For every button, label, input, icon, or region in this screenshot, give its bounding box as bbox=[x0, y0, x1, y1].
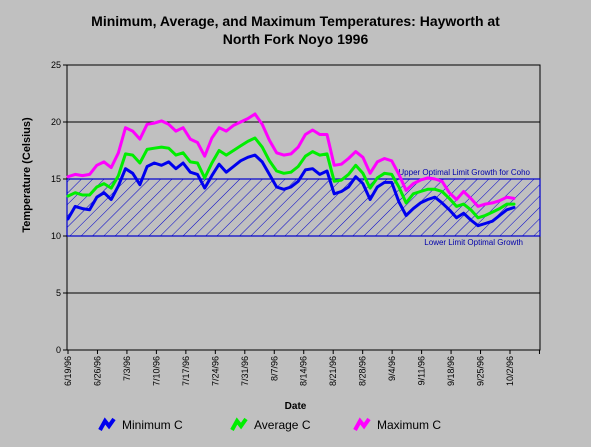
chart-title-line2: North Fork Noyo 1996 bbox=[222, 31, 369, 47]
x-tick-label-6: 7/31/96 bbox=[240, 356, 250, 386]
x-tick-label-11: 9/4/96 bbox=[387, 356, 397, 381]
y-tick-label-1: 5 bbox=[56, 288, 61, 298]
legend-label-minimum: Minimum C bbox=[122, 418, 183, 432]
axis-layer: 0 5 10 15 20 25 6/19/96 6/26/96 7/3/96 7/10/96 7/1… bbox=[51, 60, 540, 386]
x-tick-label-9: 8/21/96 bbox=[328, 356, 338, 386]
legend-swatch-minimum bbox=[98, 417, 116, 431]
legend-item-maximum: Maximum C bbox=[353, 415, 441, 435]
x-tick-label-4: 7/17/96 bbox=[181, 356, 191, 386]
y-tick-label-2: 10 bbox=[51, 231, 61, 241]
series-line-0 bbox=[66, 153, 516, 228]
y-tick-label-0: 0 bbox=[56, 345, 61, 355]
chart-title-line1: Minimum, Average, and Maximum Temperatur… bbox=[91, 13, 500, 29]
y-tick-label-4: 20 bbox=[51, 117, 61, 127]
x-tick-label-7: 8/7/96 bbox=[269, 356, 279, 381]
band-lower-label: Lower Limit Optimal Growth bbox=[424, 238, 523, 247]
legend-item-minimum: Minimum C bbox=[98, 415, 183, 435]
x-tick-label-3: 7/10/96 bbox=[151, 356, 161, 386]
y-axis-label: Temperature (Celsius) bbox=[21, 117, 33, 233]
band-upper-label: Upper Optimal Limit Growth for Coho bbox=[398, 168, 530, 177]
x-tick-label-5: 7/24/96 bbox=[210, 356, 220, 386]
series-line-1 bbox=[66, 136, 516, 220]
x-tick-label-12: 9/11/96 bbox=[417, 356, 427, 385]
series-line-2 bbox=[66, 112, 516, 208]
x-tick-label-13: 9/18/96 bbox=[446, 356, 456, 386]
x-tick-label-15: 10/2/96 bbox=[505, 356, 515, 386]
legend-swatch-average bbox=[230, 417, 248, 431]
y-tick-label-3: 15 bbox=[51, 174, 61, 184]
x-tick-label-1: 6/26/96 bbox=[92, 356, 102, 386]
y-tick-label-5: 25 bbox=[51, 60, 61, 70]
legend-swatch-maximum bbox=[353, 417, 371, 431]
x-tick-label-10: 8/28/96 bbox=[358, 356, 368, 386]
x-tick-label-0: 6/19/96 bbox=[63, 356, 73, 386]
x-axis-label: Date bbox=[284, 401, 307, 412]
band-layer: Upper Optimal Limit Growth for Coho Lower… bbox=[66, 168, 541, 247]
x-tick-label-2: 7/3/96 bbox=[122, 356, 132, 381]
series-layer bbox=[66, 112, 516, 228]
optimal-growth-band bbox=[66, 178, 541, 237]
x-tick-label-14: 9/25/96 bbox=[476, 356, 486, 386]
legend-label-maximum: Maximum C bbox=[377, 418, 442, 432]
x-tick-label-8: 8/14/96 bbox=[299, 356, 309, 386]
legend-item-average: Average C bbox=[230, 415, 310, 435]
legend-label-average: Average C bbox=[254, 418, 311, 432]
